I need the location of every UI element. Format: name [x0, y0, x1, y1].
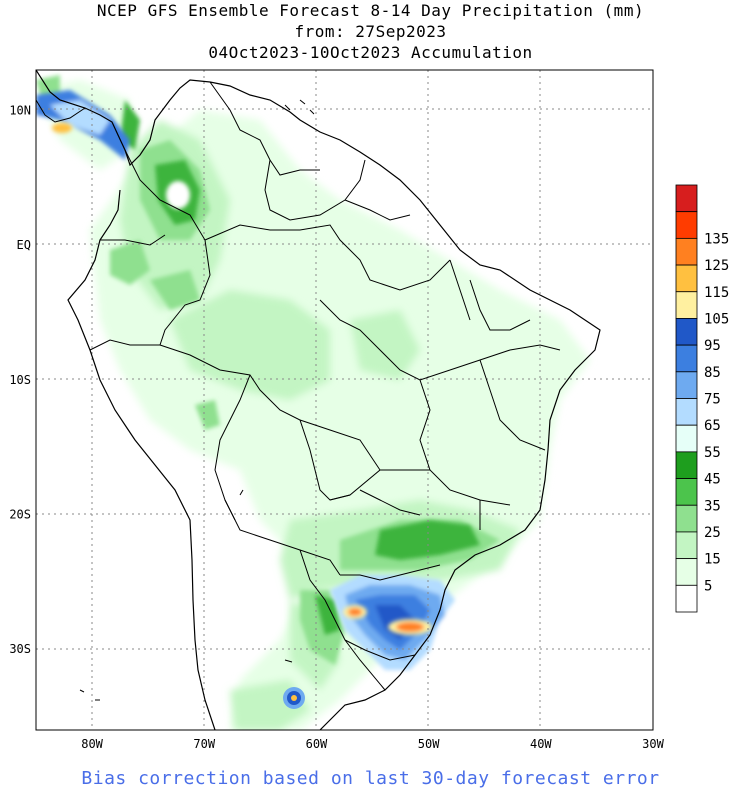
- lon-label-40W: 40W: [530, 737, 552, 751]
- legend-swatch: [675, 584, 698, 613]
- lat-label-EQ: EQ: [17, 238, 31, 252]
- lat-label-30S: 30S: [9, 642, 31, 656]
- legend-swatch: [675, 344, 698, 373]
- legend-label-45: 45: [704, 472, 721, 488]
- legend-label-125: 125: [704, 258, 729, 274]
- legend-swatch: [675, 504, 698, 533]
- legend-label-65: 65: [704, 418, 721, 434]
- grid-lines: [36, 70, 653, 730]
- legend-swatch: [675, 237, 698, 266]
- title-line-2: from: 27Sep2023: [294, 22, 447, 41]
- legend-swatch: [675, 318, 698, 346]
- precipitation-field: [36, 70, 653, 730]
- precipitation-map: 10N EQ 10S 20S 30S 80W 70W 60W 50W 40W 30W 135 125…: [9, 69, 729, 751]
- legend-label-25: 25: [704, 525, 721, 541]
- title-line-1: NCEP GFS Ensemble Forecast 8-14 Day Prec…: [96, 1, 645, 20]
- lon-label-50W: 50W: [418, 737, 440, 751]
- legend-swatch: [675, 531, 698, 560]
- country-borders: [89, 81, 561, 691]
- legend-swatch: [675, 558, 698, 586]
- title-line-3: 04Oct2023-10Oct2023 Accumulation: [208, 43, 533, 62]
- legend-label-35: 35: [704, 498, 721, 514]
- legend-label-75: 75: [704, 392, 721, 408]
- legend-swatch: [675, 451, 698, 479]
- legend-swatch: [675, 264, 698, 293]
- lon-label-30W: 30W: [642, 737, 664, 751]
- lon-label-80W: 80W: [81, 737, 103, 751]
- legend-label-105: 105: [704, 311, 729, 327]
- legend-swatch: [675, 211, 698, 239]
- plot-frame: [35, 69, 654, 731]
- legend-label-95: 95: [704, 338, 721, 354]
- legend-label-55: 55: [704, 445, 721, 461]
- legend-label-5: 5: [704, 578, 712, 594]
- lon-label-60W: 60W: [306, 737, 328, 751]
- legend-swatch: [675, 291, 698, 319]
- legend-label-85: 85: [704, 365, 721, 381]
- lat-label-10S: 10S: [9, 373, 31, 387]
- legend-label-135: 135: [704, 231, 729, 247]
- longitude-labels: 80W 70W 60W 50W 40W 30W: [81, 737, 664, 751]
- legend-swatch: [675, 424, 698, 453]
- legend-swatch: [675, 478, 698, 506]
- color-legend: 135 125 115 105 95 85 75 65 55 45 35 25 15 5: [675, 184, 729, 613]
- legend-swatch: [675, 398, 698, 426]
- lat-label-20S: 20S: [9, 507, 31, 521]
- legend-label-115: 115: [704, 285, 729, 301]
- lat-label-10N: 10N: [9, 103, 31, 117]
- lon-label-70W: 70W: [193, 737, 215, 751]
- legend-label-15: 15: [704, 552, 721, 568]
- legend-swatch: [675, 184, 698, 213]
- latitude-labels: 10N EQ 10S 20S 30S: [9, 103, 31, 656]
- legend-swatch: [675, 371, 698, 399]
- bias-correction-note: Bias correction based on last 30-day for…: [81, 768, 660, 789]
- coastline: [36, 70, 601, 730]
